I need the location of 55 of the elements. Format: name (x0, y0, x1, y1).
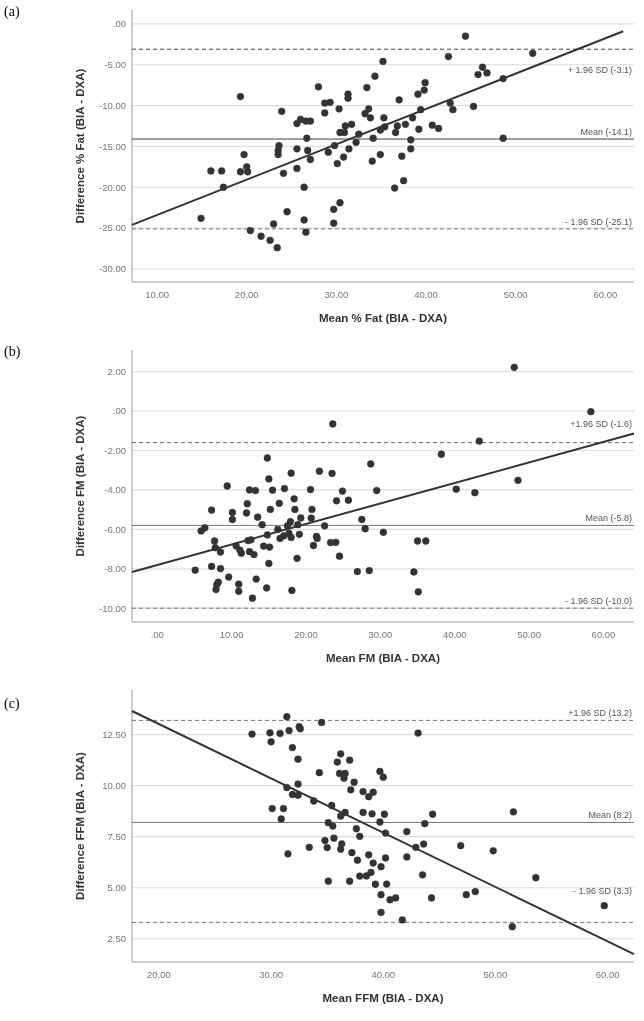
x-tick-label: 50.00 (483, 969, 508, 980)
ref-line-label: +1.96 SD (-1.6) (570, 418, 632, 429)
y-tick-label: .00 (112, 405, 126, 417)
ref-line-label: Mean (8.2) (588, 810, 632, 821)
y-tick-label: -20.00 (99, 181, 126, 193)
ref-line-label: - 1.96 SD (3.3) (572, 886, 632, 897)
x-tick-label: 40.00 (442, 629, 467, 640)
y-tick-label: -10.00 (99, 602, 126, 614)
x-tick-label: 30.00 (259, 969, 283, 980)
x-tick-label: 60.00 (593, 289, 618, 300)
y-tick-label: -6.00 (104, 523, 126, 535)
y-tick-label: -5.00 (104, 59, 126, 71)
ref-line-label: Mean (-5.8) (585, 513, 632, 524)
x-tick-label: 50.00 (517, 629, 542, 640)
x-tick-label: 60.00 (591, 629, 616, 640)
text: (b) (4, 344, 21, 360)
ref-line-label: + 1.96 SD (-3.1) (567, 65, 632, 76)
y-tick-label: 10.00 (102, 780, 126, 792)
ref-line-label: +1.96 SD (13.2) (568, 708, 632, 719)
y-tick-label: 12.50 (102, 729, 126, 741)
y-tick-label: -8.00 (104, 563, 126, 575)
text: (a) (4, 4, 20, 20)
y-tick-label: 7.50 (107, 831, 126, 843)
x-axis-title: Mean % Fat (BIA - DXA) (319, 312, 448, 324)
x-tick-label: 20.00 (147, 969, 171, 980)
y-tick-label: 2.00 (107, 366, 126, 378)
text: (c) (4, 696, 20, 712)
x-tick-label: 50.00 (503, 289, 528, 300)
x-axis-title: Mean FFM (BIA - DXA) (322, 992, 444, 1004)
y-axis-title: Difference % Fat (BIA - DXA) (74, 68, 86, 224)
y-tick-label: -15.00 (99, 140, 126, 152)
y-tick-label: -10.00 (99, 99, 126, 111)
x-tick-label: 20.00 (234, 289, 259, 300)
x-tick-label: 40.00 (414, 289, 438, 300)
x-tick-label: .00 (150, 629, 164, 640)
x-tick-label: 20.00 (294, 629, 318, 640)
y-axis-title: Difference FFM (BIA - DXA) (74, 751, 86, 900)
ref-line-label: - 1.96 SD (-10.0) (564, 596, 632, 607)
y-tick-label: -4.00 (104, 484, 126, 496)
x-tick-label: 30.00 (324, 289, 349, 300)
y-tick-label: 5.00 (107, 882, 126, 894)
x-tick-label: 10.00 (145, 289, 169, 300)
x-tick-label: 10.00 (219, 629, 244, 640)
ref-line-label: - 1.96 SD (-25.1) (564, 216, 632, 227)
y-tick-label: -25.00 (99, 222, 126, 234)
ref-line-label: Mean (-14.1) (580, 127, 632, 138)
x-tick-label: 60.00 (595, 969, 620, 980)
x-axis-title: Mean FM (BIA - DXA) (326, 652, 441, 664)
y-tick-label: -30.00 (99, 263, 126, 275)
y-tick-label: .00 (112, 18, 126, 30)
x-tick-label: 40.00 (371, 969, 396, 980)
x-tick-label: 30.00 (368, 629, 393, 640)
y-axis-title: Difference FM (BIA - DXA) (74, 415, 86, 557)
y-tick-label: 2.50 (107, 933, 126, 945)
y-tick-label: -2.00 (104, 444, 126, 456)
